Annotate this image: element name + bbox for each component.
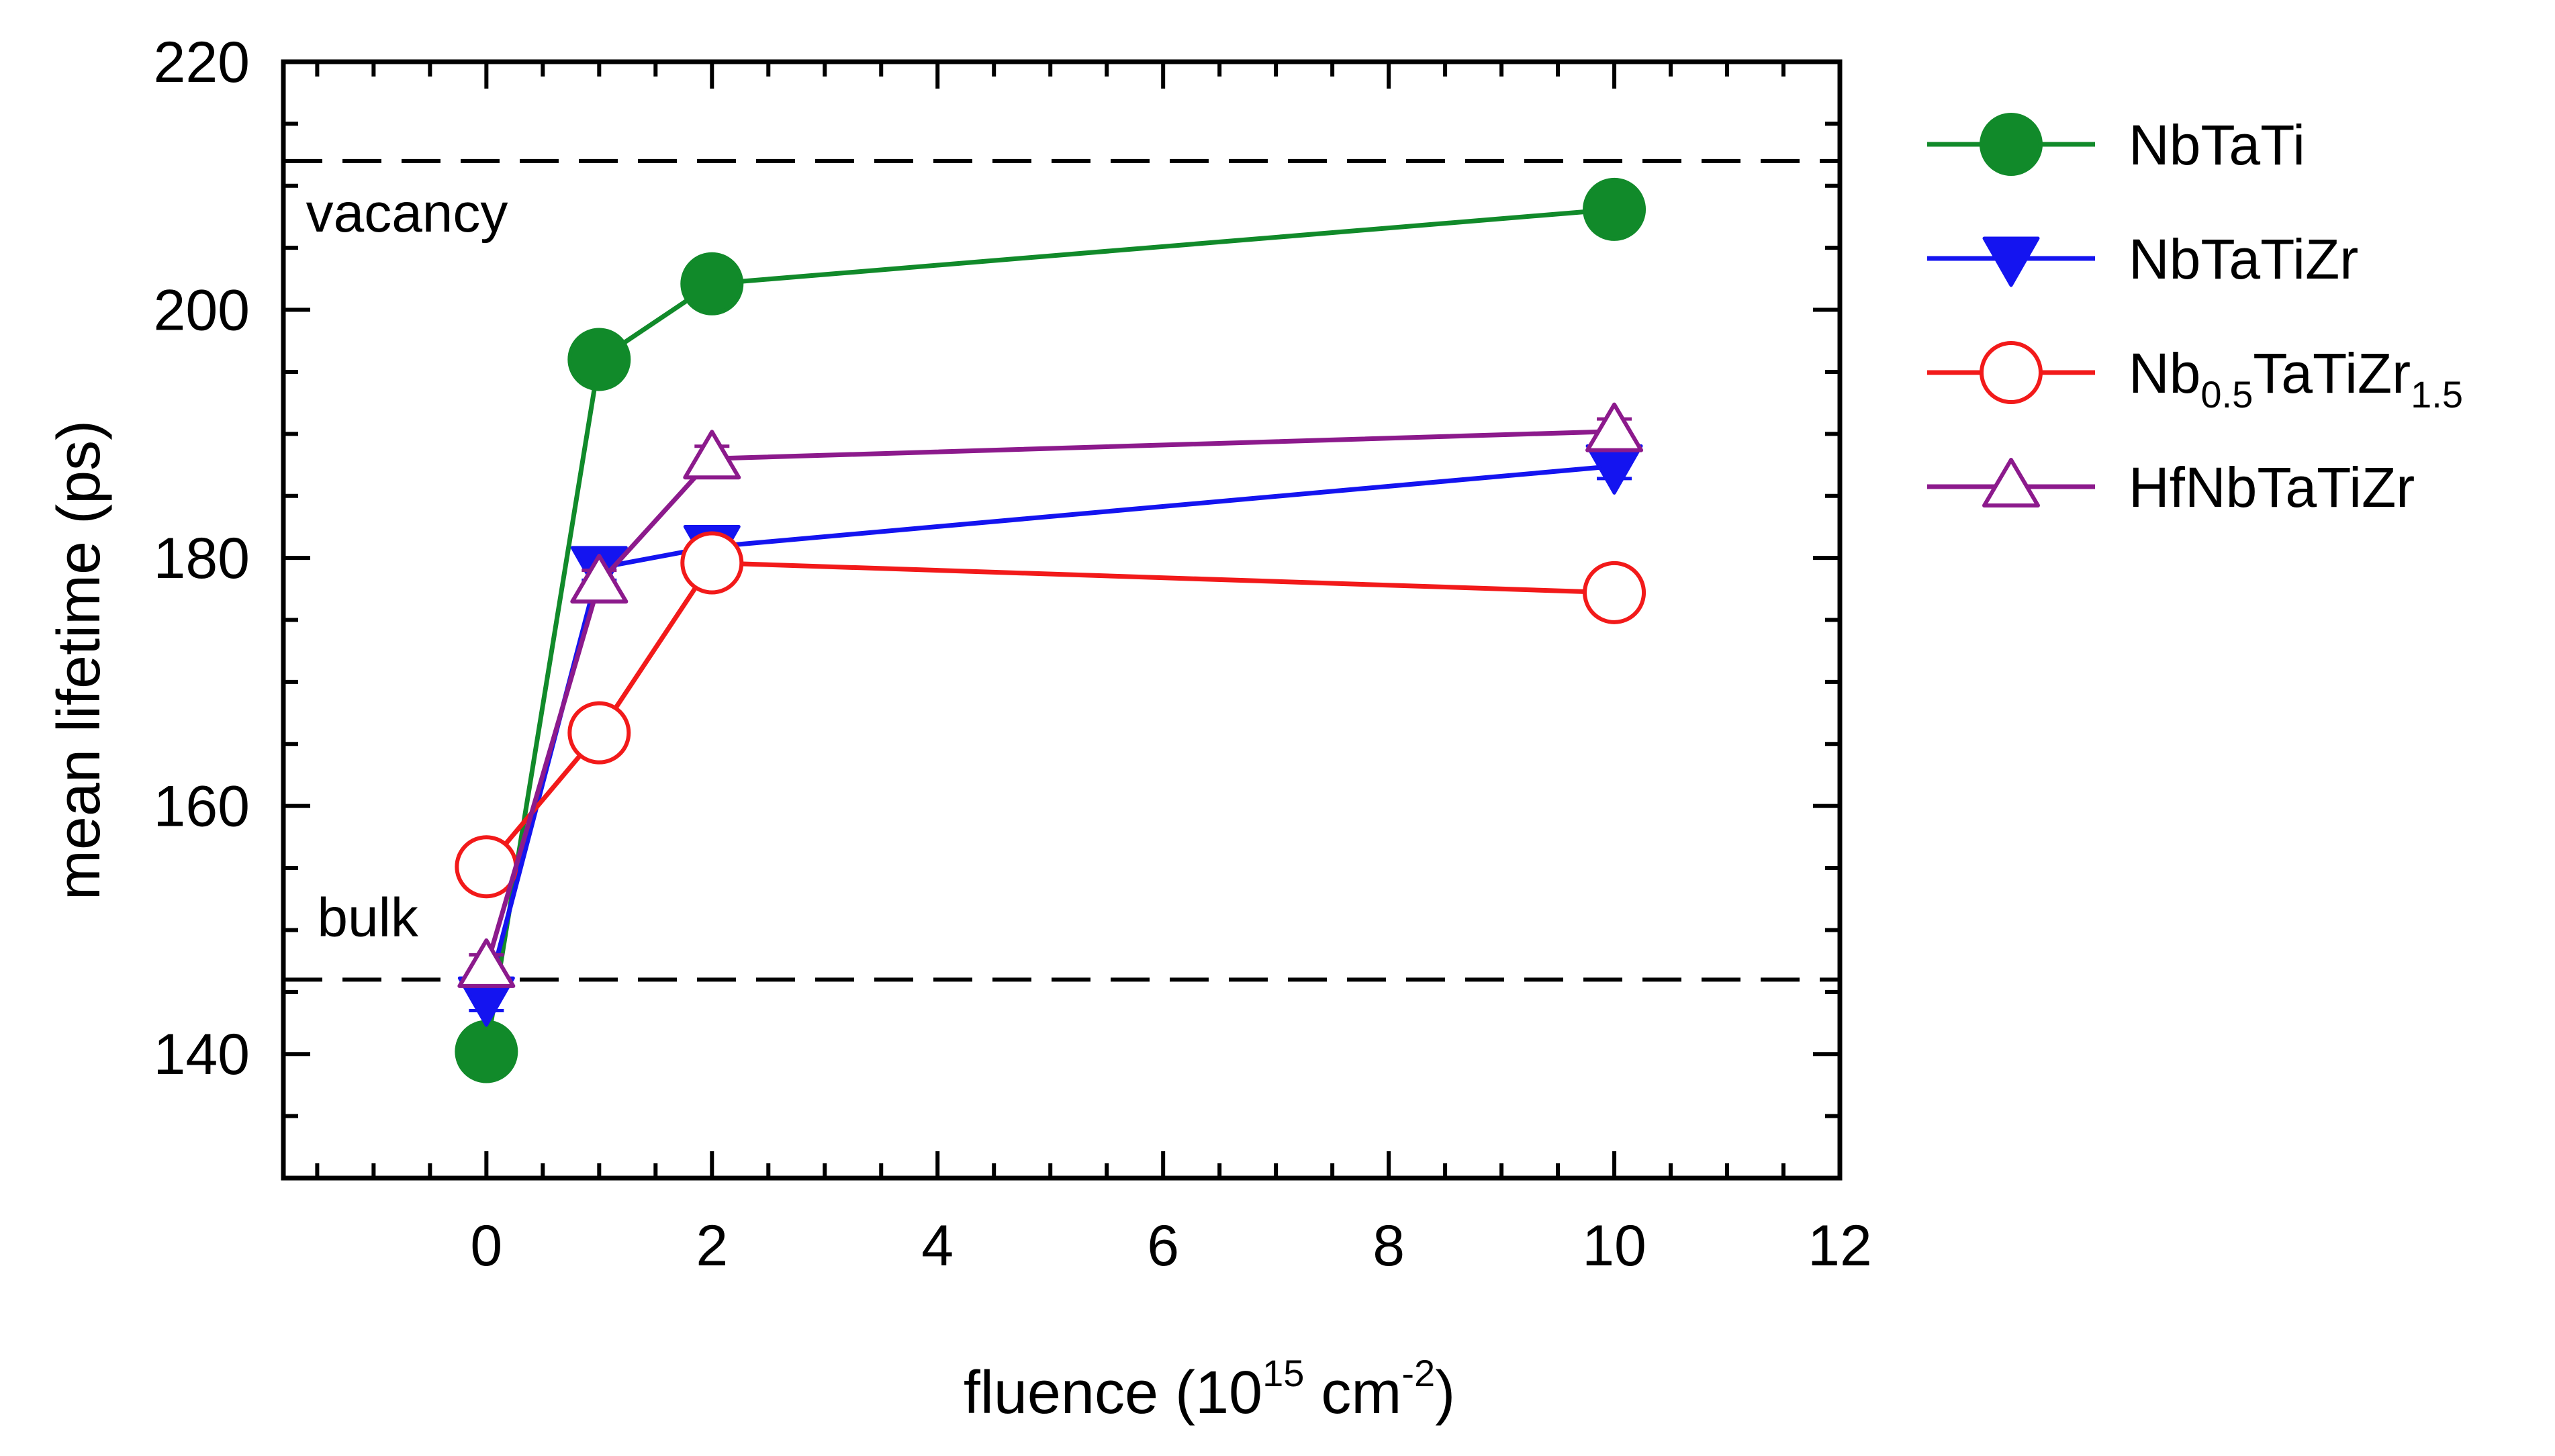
x-tick-label: 0 xyxy=(470,1214,502,1278)
data-point-0-0 xyxy=(455,1020,518,1083)
series-2 xyxy=(455,531,1646,899)
data-point-3-0 xyxy=(457,938,516,988)
series-1 xyxy=(457,444,1643,1027)
data-point-2-0 xyxy=(455,835,518,899)
data-point-2-3 xyxy=(1583,561,1646,624)
legend-label-text: HfNbTaTiZr xyxy=(2129,456,2415,519)
legend-item-1: NbTaTiZr xyxy=(1927,228,2358,291)
series-3 xyxy=(457,402,1644,988)
legend-label-0: NbTaTi xyxy=(2129,113,2305,177)
series-line-1 xyxy=(483,463,1615,999)
x-axis-title-text: cm xyxy=(1304,1359,1401,1426)
legend-item-3: HfNbTaTiZr xyxy=(1927,456,2415,519)
data-point-0-1 xyxy=(567,328,631,391)
legend-label-1: NbTaTiZr xyxy=(2129,228,2358,291)
legend-label-subscript: 1.5 xyxy=(2411,373,2463,416)
data-point-0-2 xyxy=(680,252,744,316)
vacancy-reference-label: vacancy xyxy=(306,183,508,244)
data-point-3-3 xyxy=(1585,402,1644,452)
legend-marker-1 xyxy=(1982,236,2040,287)
x-tick-label: 4 xyxy=(921,1214,954,1278)
y-tick-label: 200 xyxy=(154,279,250,343)
data-point-3-2 xyxy=(683,430,741,480)
data-point-3-1 xyxy=(570,554,629,604)
legend-label-2: Nb0.5TaTiZr1.5 xyxy=(2129,342,2463,416)
series-0 xyxy=(455,177,1646,1083)
legend-label-text: NbTaTiZr xyxy=(2129,228,2358,291)
x-tick-label: 12 xyxy=(1808,1214,1872,1278)
legend-label-3: HfNbTaTiZr xyxy=(2129,456,2415,519)
x-tick-label: 8 xyxy=(1373,1214,1405,1278)
y-tick-label: 160 xyxy=(154,775,250,839)
x-axis-title-superscript: 15 xyxy=(1262,1352,1304,1394)
data-point-2-2 xyxy=(680,531,744,595)
legend-label-text: Nb xyxy=(2129,342,2200,405)
legend-label-subscript: 0.5 xyxy=(2200,373,2253,416)
legend-marker-0 xyxy=(1980,113,2043,176)
bulk-reference-label: bulk xyxy=(317,887,418,949)
legend-label-text: TaTiZr xyxy=(2253,342,2411,405)
reference-lines-layer xyxy=(283,158,1840,982)
series-line-2 xyxy=(484,561,1615,869)
data-point-2-1 xyxy=(567,701,631,765)
legend-item-0: NbTaTi xyxy=(1927,113,2305,177)
x-tick-label: 2 xyxy=(696,1214,728,1278)
series-line-0 xyxy=(483,207,1615,1053)
y-tick-label: 220 xyxy=(154,30,250,95)
x-axis-title-text: fluence (10 xyxy=(964,1359,1262,1426)
x-tick-label: 6 xyxy=(1147,1214,1179,1278)
series-layer xyxy=(455,177,1646,1083)
series-line-3 xyxy=(483,429,1615,968)
labels-layer: vacancy bulk 0 2 4 6 8 10 12 140 160 180 200 220 mean … xyxy=(46,30,1872,1426)
y-tick-label: 140 xyxy=(154,1022,250,1087)
y-axis-title: mean lifetime (ps) xyxy=(46,420,113,900)
legend-item-2: Nb0.5TaTiZr1.5 xyxy=(1927,341,2463,416)
legend-marker-3 xyxy=(1982,458,2040,507)
x-axis-title-superscript: -2 xyxy=(1401,1352,1435,1394)
x-axis-title: fluence (1015 cm-2) xyxy=(964,1352,1455,1426)
x-tick-label: 10 xyxy=(1582,1214,1646,1278)
x-axis-title-text: ) xyxy=(1435,1359,1455,1426)
legend-label-text: NbTaTi xyxy=(2129,113,2305,177)
y-tick-label: 180 xyxy=(154,526,250,591)
data-point-0-3 xyxy=(1583,177,1646,241)
legend-marker-2 xyxy=(1980,341,2043,404)
axes-layer xyxy=(281,59,1843,1181)
